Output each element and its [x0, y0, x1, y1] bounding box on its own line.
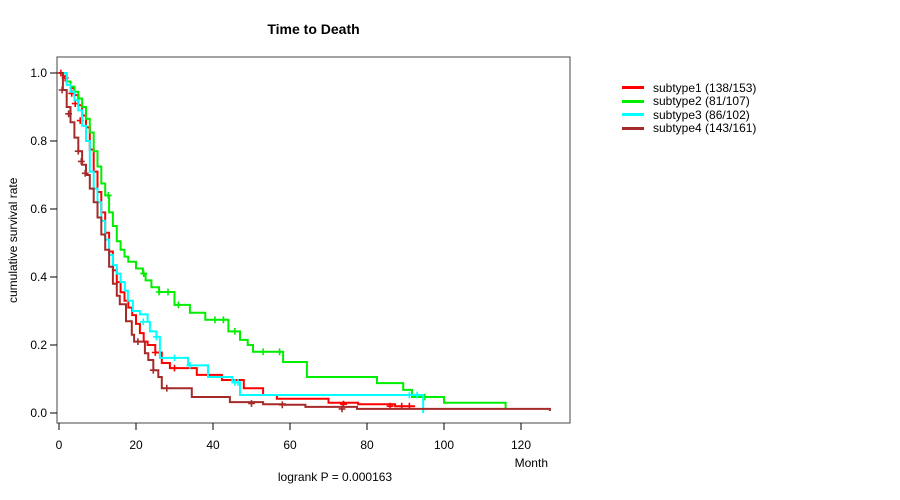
y-tick-label: 0.2	[30, 338, 47, 352]
legend-item-subtype1: subtype1 (138/153)	[622, 81, 756, 95]
legend-label: subtype3 (86/102)	[653, 107, 750, 122]
x-tick-label: 60	[283, 438, 297, 452]
legend-label: subtype4 (143/161)	[653, 121, 757, 136]
y-tick-label: 0.8	[30, 134, 47, 148]
y-tick-label: 0.0	[30, 406, 47, 420]
x-tick-label: 100	[433, 438, 455, 452]
x-tick-label: 0	[55, 438, 63, 452]
survival-curve-subtype2	[59, 72, 507, 409]
survival-curve-subtype1	[59, 72, 416, 408]
y-tick-label: 0.6	[30, 202, 47, 216]
legend-color-swatch	[622, 113, 644, 117]
legend-color-swatch	[622, 126, 644, 130]
chart-title: Time to Death	[267, 21, 360, 37]
y-axis-label: cumulative survival rate	[6, 177, 20, 303]
legend: subtype1 (138/153) subtype2 (81/107) subty…	[622, 81, 756, 135]
legend-label: subtype2 (81/107)	[653, 94, 750, 109]
censor-marks-subtype3	[139, 318, 421, 399]
y-tick-label: 1.0	[30, 66, 47, 80]
legend-item-subtype2: subtype2 (81/107)	[622, 94, 756, 109]
censor-marks-subtype4	[58, 86, 346, 413]
legend-item-subtype4: subtype4 (143/161)	[622, 121, 757, 136]
survival-curve-subtype3	[59, 72, 425, 413]
legend-color-swatch	[622, 99, 644, 103]
legend-item-subtype3: subtype3 (86/102)	[622, 108, 756, 122]
y-tick-label: 0.4	[30, 270, 47, 284]
legend-color-swatch	[622, 86, 644, 90]
censor-marks-subtype1	[57, 69, 413, 410]
logrank-annotation: logrank P = 0.000163	[277, 470, 393, 484]
x-tick-label: 120	[510, 438, 532, 452]
x-tick-label: 20	[129, 438, 143, 452]
x-axis-label: Month	[514, 456, 548, 470]
plot-box	[56, 56, 571, 424]
survival-curve-subtype4	[59, 72, 551, 411]
legend-label: subtype1 (138/153)	[653, 80, 757, 95]
x-tick-label: 80	[360, 438, 374, 452]
censor-marks-subtype2	[104, 192, 429, 401]
x-tick-label: 40	[206, 438, 220, 452]
